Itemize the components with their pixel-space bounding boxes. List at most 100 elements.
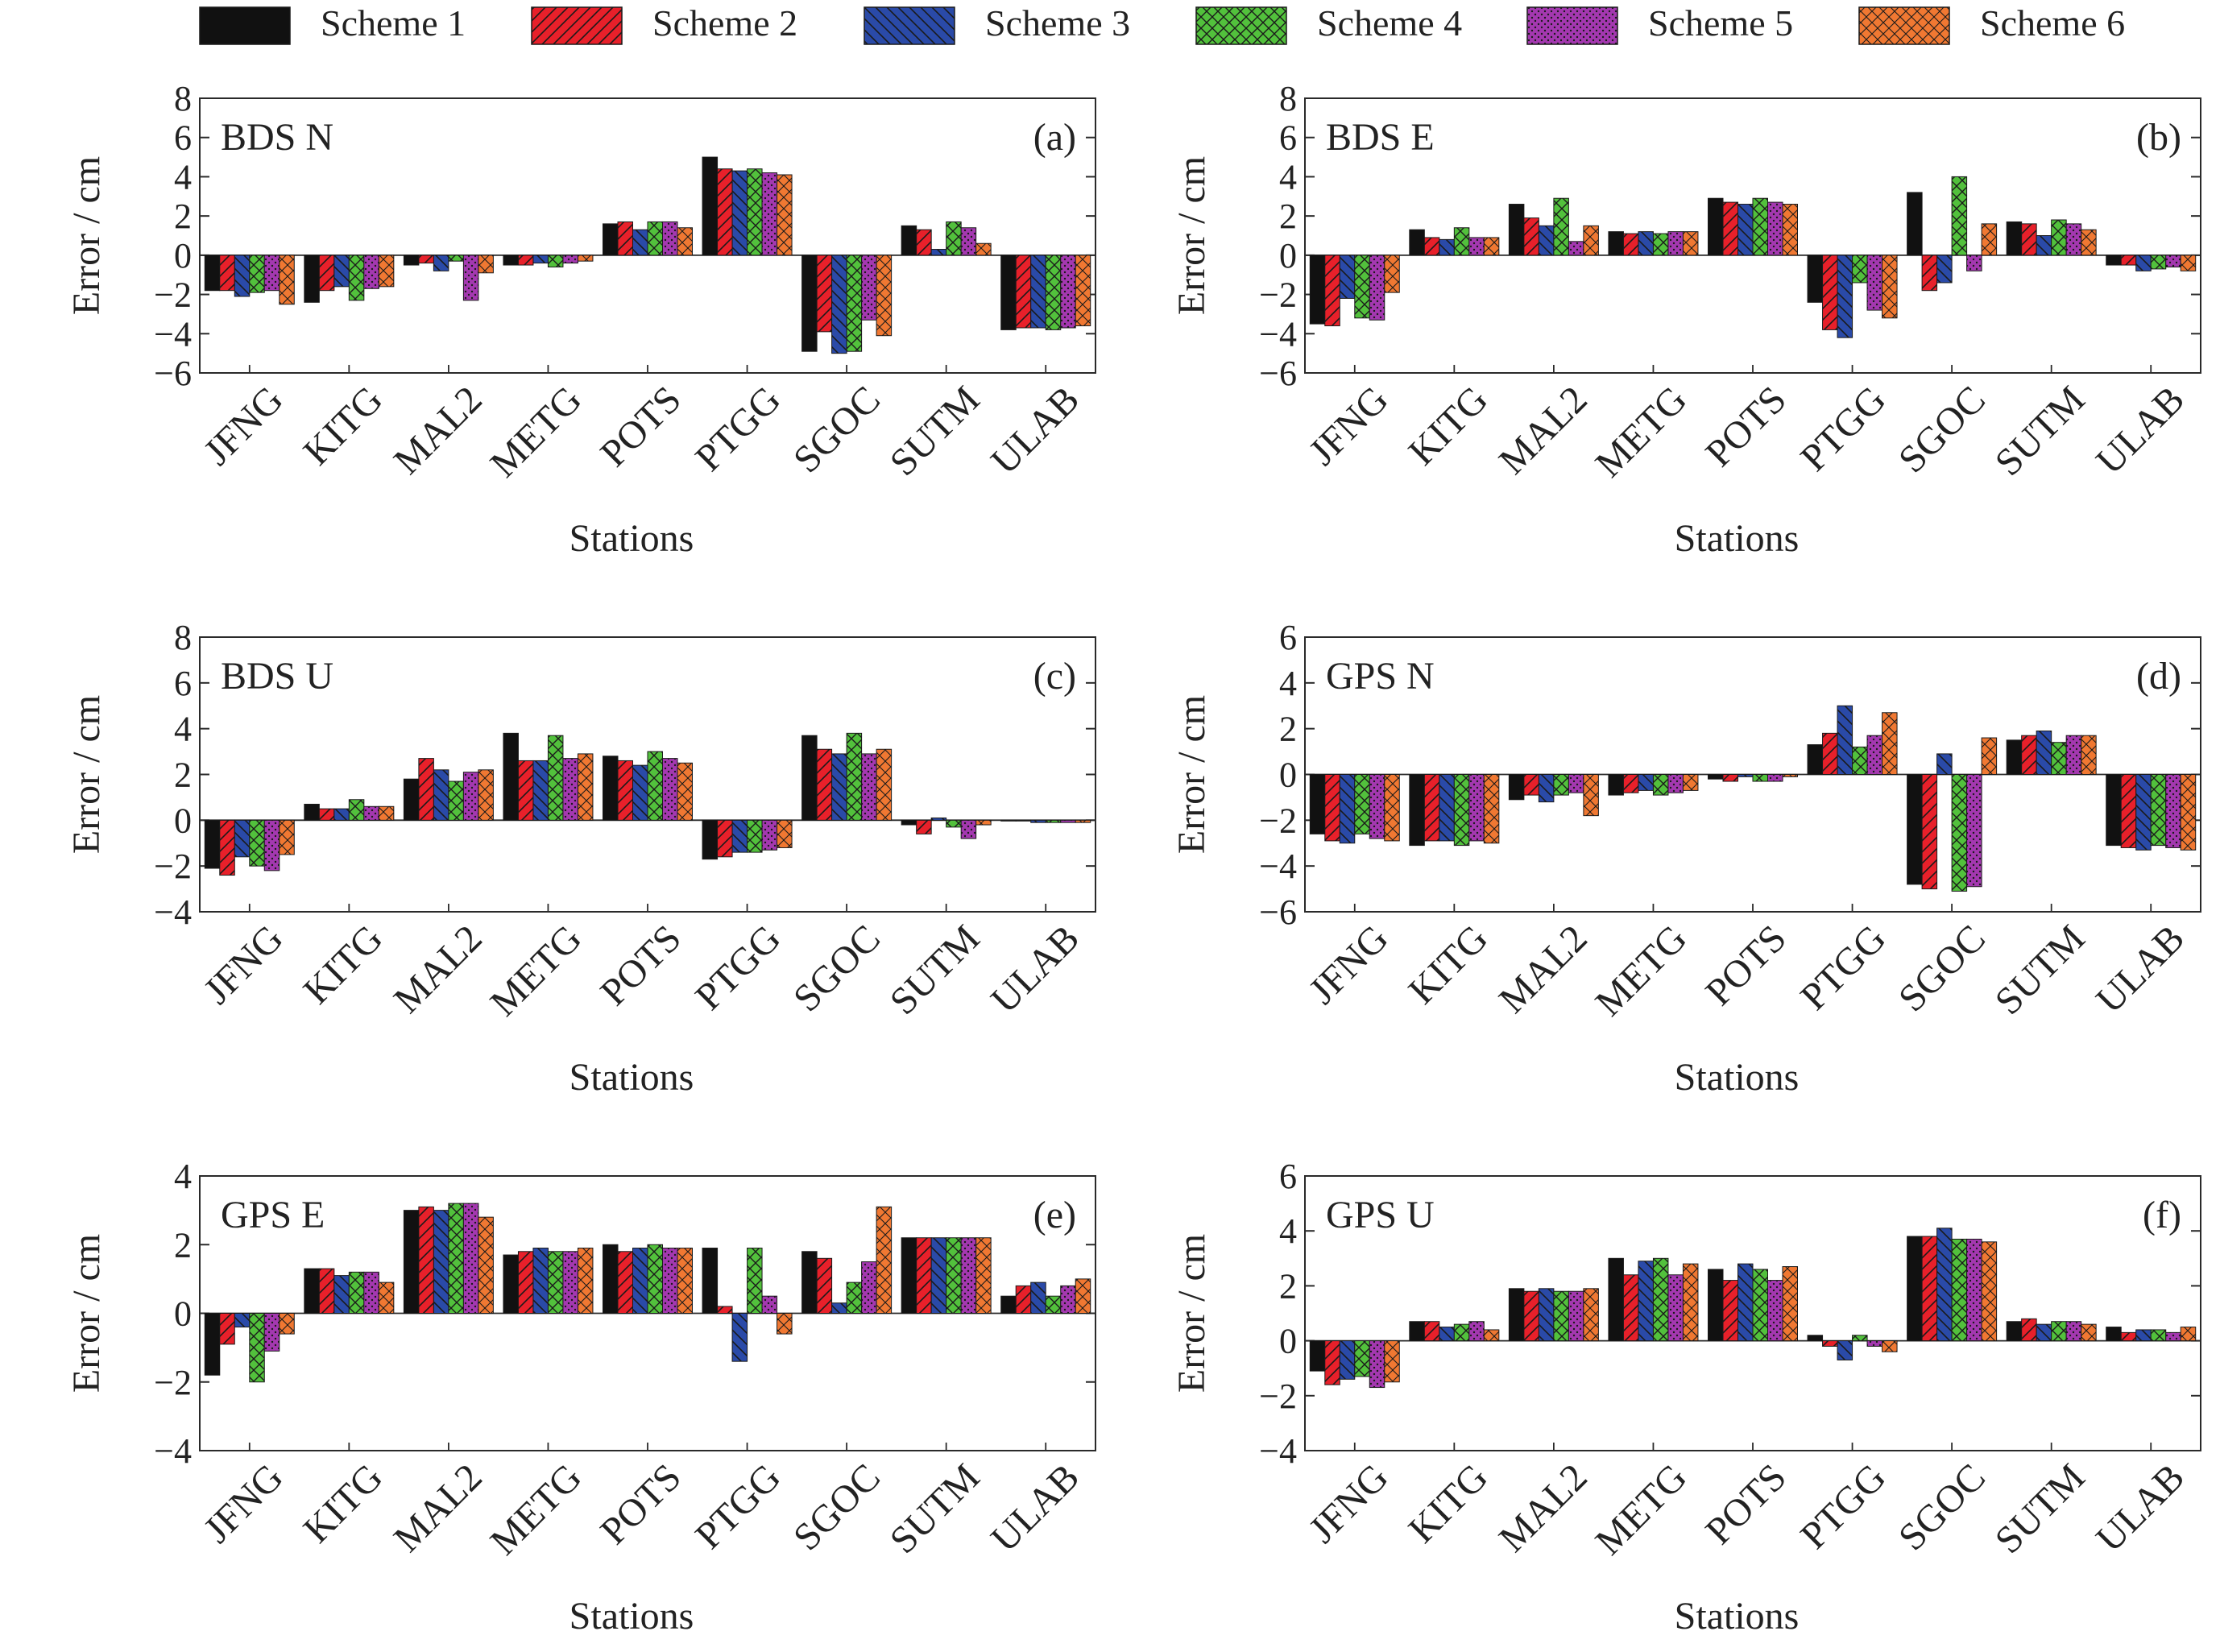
x-tick-label: JFNG xyxy=(196,917,292,1012)
bar-scheme-4-sutm xyxy=(946,221,962,256)
x-axis-label: Stations xyxy=(569,517,694,560)
bar-scheme-2-pots xyxy=(1722,1280,1738,1342)
bar-scheme-4-metg xyxy=(1652,774,1669,796)
bar-scheme-2-sgoc xyxy=(816,255,833,333)
y-tick-label: −4 xyxy=(1259,1431,1297,1471)
bar-scheme-2-ptgg xyxy=(1822,1340,1838,1347)
bar-scheme-3-pots xyxy=(1737,1263,1754,1342)
y-axis-label: Error / cm xyxy=(65,1234,108,1393)
y-tick-label: 2 xyxy=(174,197,192,236)
bar-scheme-5-pots xyxy=(662,758,678,821)
bar-scheme-1-kitg xyxy=(304,803,320,821)
bar-scheme-6-metg xyxy=(577,753,594,821)
x-tick-label: METG xyxy=(483,917,590,1025)
bar-scheme-6-kitg xyxy=(1483,237,1500,256)
bar-scheme-4-pots xyxy=(647,751,663,821)
bar-scheme-2-sgoc xyxy=(1921,255,1938,292)
bar-scheme-1-metg xyxy=(503,255,519,266)
bar-scheme-5-metg xyxy=(1667,231,1684,256)
bar-scheme-3-ulab xyxy=(2135,255,2152,271)
bar-scheme-4-mal2 xyxy=(448,255,464,262)
bar-scheme-3-jfng xyxy=(1339,255,1356,299)
bar-scheme-5-sutm xyxy=(960,1237,977,1314)
y-tick-label: 8 xyxy=(174,618,192,657)
legend-swatch xyxy=(1526,6,1618,45)
legend-swatch xyxy=(864,6,955,45)
panel-tag: (e) xyxy=(1033,1194,1076,1236)
y-tick-label: 6 xyxy=(1279,118,1297,158)
bar-scheme-6-jfng xyxy=(1384,255,1400,293)
bar-scheme-4-kitg xyxy=(348,1271,365,1314)
bar-scheme-1-jfng xyxy=(204,255,221,292)
bar-scheme-2-mal2 xyxy=(418,758,434,821)
bar-scheme-5-sutm xyxy=(2065,223,2082,256)
bar-scheme-2-metg xyxy=(517,255,534,266)
bar-scheme-6-pots xyxy=(677,762,693,821)
bar-scheme-4-jfng xyxy=(1354,774,1370,834)
bar-scheme-5-ptgg xyxy=(761,1295,778,1314)
x-tick-label: METG xyxy=(1588,1455,1696,1563)
y-tick-label: −2 xyxy=(1259,801,1297,840)
x-tick-label: ULAB xyxy=(2088,1455,2193,1560)
bar-scheme-6-ulab xyxy=(1075,819,1091,823)
bar-scheme-3-pots xyxy=(1737,204,1754,256)
bar-scheme-3-pots xyxy=(632,1248,648,1314)
bar-scheme-4-jfng xyxy=(249,819,265,867)
x-tick-label: PTGG xyxy=(687,378,789,479)
bar-scheme-2-metg xyxy=(1622,774,1639,793)
legend-item: Scheme 2 xyxy=(531,2,797,45)
x-tick-label: KITG xyxy=(1401,917,1497,1012)
y-tick-label: −4 xyxy=(1259,314,1297,354)
bar-scheme-2-ulab xyxy=(1015,255,1032,329)
bar-scheme-3-ptgg xyxy=(1837,255,1853,338)
x-tick-label: POTS xyxy=(592,378,689,474)
bar-scheme-3-ulab xyxy=(1030,1281,1046,1314)
bar-scheme-4-ulab xyxy=(2150,1329,2167,1342)
bar-scheme-2-mal2 xyxy=(1523,1290,1539,1342)
bar-scheme-5-ulab xyxy=(2165,774,2181,848)
y-tick-label: 4 xyxy=(174,1157,192,1196)
bar-scheme-4-mal2 xyxy=(1553,774,1569,796)
x-tick-label: MAL2 xyxy=(1491,917,1596,1021)
x-tick-label: ULAB xyxy=(983,917,1087,1021)
bar-scheme-6-metg xyxy=(1682,231,1699,256)
x-tick-label: JFNG xyxy=(1301,1455,1397,1551)
bar-scheme-5-sutm xyxy=(960,227,977,256)
bar-scheme-5-pots xyxy=(1767,201,1783,256)
bar-scheme-2-sgoc xyxy=(1921,1236,1938,1342)
bar-scheme-6-sgoc xyxy=(876,1206,893,1315)
bar-scheme-5-jfng xyxy=(1369,1340,1385,1389)
bar-scheme-6-ptgg xyxy=(1882,712,1898,776)
bar-scheme-1-ptgg xyxy=(1807,1335,1824,1342)
bar-scheme-5-kitg xyxy=(1468,1321,1485,1342)
bar-scheme-1-ulab xyxy=(2106,1327,2122,1342)
x-tick-label: MAL2 xyxy=(1491,378,1596,482)
x-tick-label: MAL2 xyxy=(386,1455,491,1560)
bar-scheme-3-metg xyxy=(532,255,549,264)
y-tick-label: −4 xyxy=(154,1431,192,1471)
bar-scheme-1-metg xyxy=(1608,1257,1624,1342)
bar-scheme-4-sgoc xyxy=(1951,774,1968,892)
bar-scheme-1-kitg xyxy=(1409,229,1425,256)
x-tick-label: JFNG xyxy=(196,1455,292,1551)
y-tick-label: −6 xyxy=(1259,354,1297,393)
y-tick-label: −4 xyxy=(154,314,192,354)
bar-scheme-5-mal2 xyxy=(462,255,479,301)
bar-scheme-6-sutm xyxy=(975,242,992,256)
bar-scheme-5-pots xyxy=(662,1248,678,1314)
bar-scheme-5-jfng xyxy=(1369,255,1385,321)
x-tick-label: POTS xyxy=(1697,917,1794,1013)
y-tick-label: 2 xyxy=(1279,1266,1297,1306)
bar-scheme-2-sgoc xyxy=(816,748,833,821)
y-tick-label: 4 xyxy=(1279,1211,1297,1251)
bar-scheme-1-ptgg xyxy=(1807,255,1824,303)
panel-tag: (c) xyxy=(1033,655,1076,698)
y-tick-label: −2 xyxy=(154,847,192,886)
legend-label: Scheme 1 xyxy=(321,2,466,43)
bar-scheme-1-sgoc xyxy=(1907,1236,1923,1342)
bar-scheme-6-mal2 xyxy=(478,255,494,274)
y-axis-label: Error / cm xyxy=(65,156,108,315)
bar-scheme-3-metg xyxy=(532,760,549,821)
bar-scheme-2-pots xyxy=(617,760,633,821)
legend-item: Scheme 5 xyxy=(1526,2,1793,45)
